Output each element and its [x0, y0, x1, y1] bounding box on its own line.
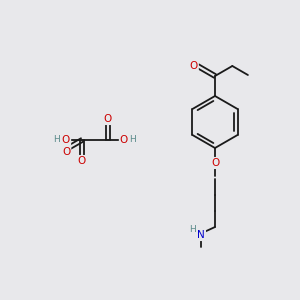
Text: O: O	[211, 158, 219, 168]
Text: O: O	[104, 114, 112, 124]
Text: H: H	[54, 136, 60, 145]
Text: H: H	[189, 224, 196, 233]
Text: N: N	[197, 230, 205, 240]
Text: O: O	[62, 147, 70, 157]
Text: O: O	[190, 61, 198, 71]
Text: H: H	[130, 136, 136, 145]
Text: O: O	[78, 156, 86, 166]
Text: O: O	[120, 135, 128, 145]
Text: O: O	[62, 135, 70, 145]
